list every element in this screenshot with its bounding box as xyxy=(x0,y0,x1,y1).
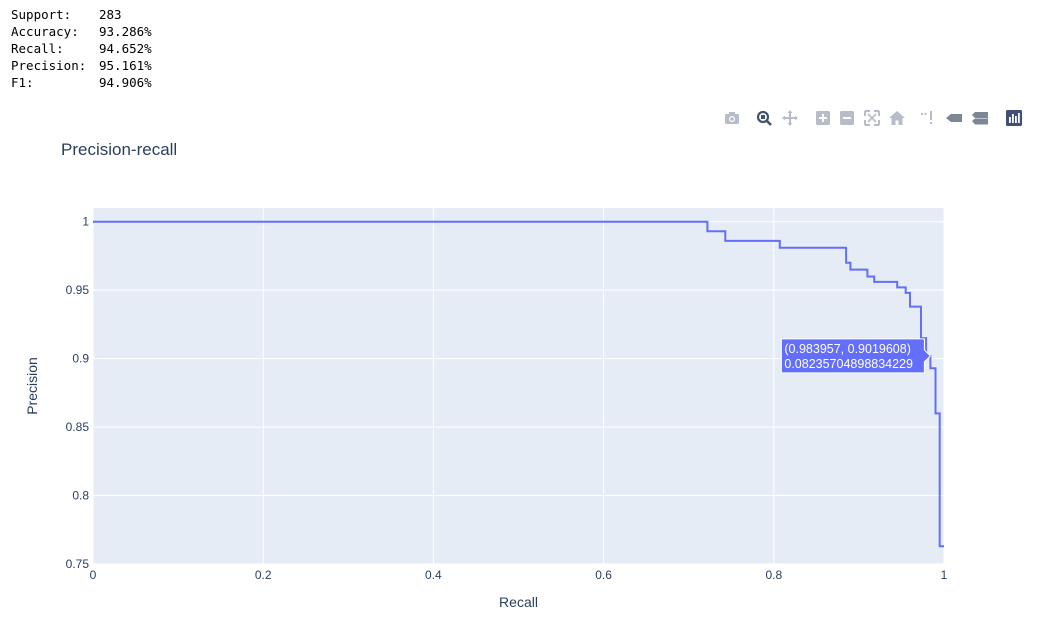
zoom-out-icon[interactable] xyxy=(837,108,857,128)
metric-value: 95.161% xyxy=(99,58,152,73)
metrics-summary: Support: 283 Accuracy: 93.286% Recall: 94.6… xyxy=(11,6,152,91)
metric-label: Accuracy: xyxy=(11,24,79,39)
y-tick-label: 0.95 xyxy=(66,283,90,297)
series-line-precision-recall xyxy=(93,220,944,548)
metric-label: F1: xyxy=(11,75,34,90)
metric-row-support: Support: 283 xyxy=(11,6,152,23)
metric-label: Support: xyxy=(11,7,72,22)
hover-tooltip-line-2: 0.08235704898834229 xyxy=(784,357,913,371)
x-tick-label: 0.8 xyxy=(765,568,782,582)
y-tick-label: 0.8 xyxy=(72,489,89,503)
spike-lines-icon[interactable] xyxy=(918,108,938,128)
x-tick-label: 0.2 xyxy=(255,568,272,582)
y-axis-title: Precision xyxy=(24,357,40,415)
hover-closest-icon[interactable] xyxy=(944,108,964,128)
metric-value: 93.286% xyxy=(99,24,152,39)
y-tick-label: 0.85 xyxy=(66,420,90,434)
x-tick-label: 0 xyxy=(90,568,97,582)
x-axis-title: Recall xyxy=(499,594,538,610)
camera-icon[interactable] xyxy=(722,108,742,128)
metric-row-accuracy: Accuracy: 93.286% xyxy=(11,23,152,40)
y-tick-label: 1 xyxy=(82,215,89,229)
metric-value: 94.652% xyxy=(99,41,152,56)
zoom-icon[interactable] xyxy=(754,108,774,128)
zoom-in-icon[interactable] xyxy=(813,108,833,128)
hover-tooltip-box xyxy=(780,338,932,374)
x-tick-label: 0.6 xyxy=(595,568,612,582)
y-tick-label: 0.9 xyxy=(72,352,89,366)
chart-title: Precision-recall xyxy=(61,140,178,159)
series-layer xyxy=(93,220,944,548)
metric-row-f1: F1: 94.906% xyxy=(11,74,152,91)
hover-tooltip: (0.983957, 0.9019608) 0.0823570489883422… xyxy=(780,338,932,374)
metric-row-recall: Recall: 94.652% xyxy=(11,40,152,57)
metric-value: 94.906% xyxy=(99,75,152,90)
reset-axes-icon[interactable] xyxy=(887,108,907,128)
x-tick-label: 0.4 xyxy=(425,568,442,582)
metric-label: Precision: xyxy=(11,58,87,73)
y-tick-label: 0.75 xyxy=(66,557,90,571)
metric-row-precision: Precision: 95.161% xyxy=(11,57,152,74)
metric-label: Recall: xyxy=(11,41,64,56)
hover-tooltip-line-1: (0.983957, 0.9019608) xyxy=(784,342,911,356)
hover-compare-icon[interactable] xyxy=(970,108,990,128)
x-tick-label: 1 xyxy=(941,568,948,582)
plotly-logo-icon[interactable] xyxy=(1004,108,1024,128)
autoscale-icon[interactable] xyxy=(862,108,882,128)
tick-labels: 0 0.2 0.4 0.6 0.8 1 0.75 0.8 0.85 0.9 0.95 1 xyxy=(66,215,948,582)
metric-value: 283 xyxy=(99,7,122,22)
pan-icon[interactable] xyxy=(780,108,800,128)
plot-area xyxy=(93,208,944,564)
plot-modebar xyxy=(720,108,1026,128)
